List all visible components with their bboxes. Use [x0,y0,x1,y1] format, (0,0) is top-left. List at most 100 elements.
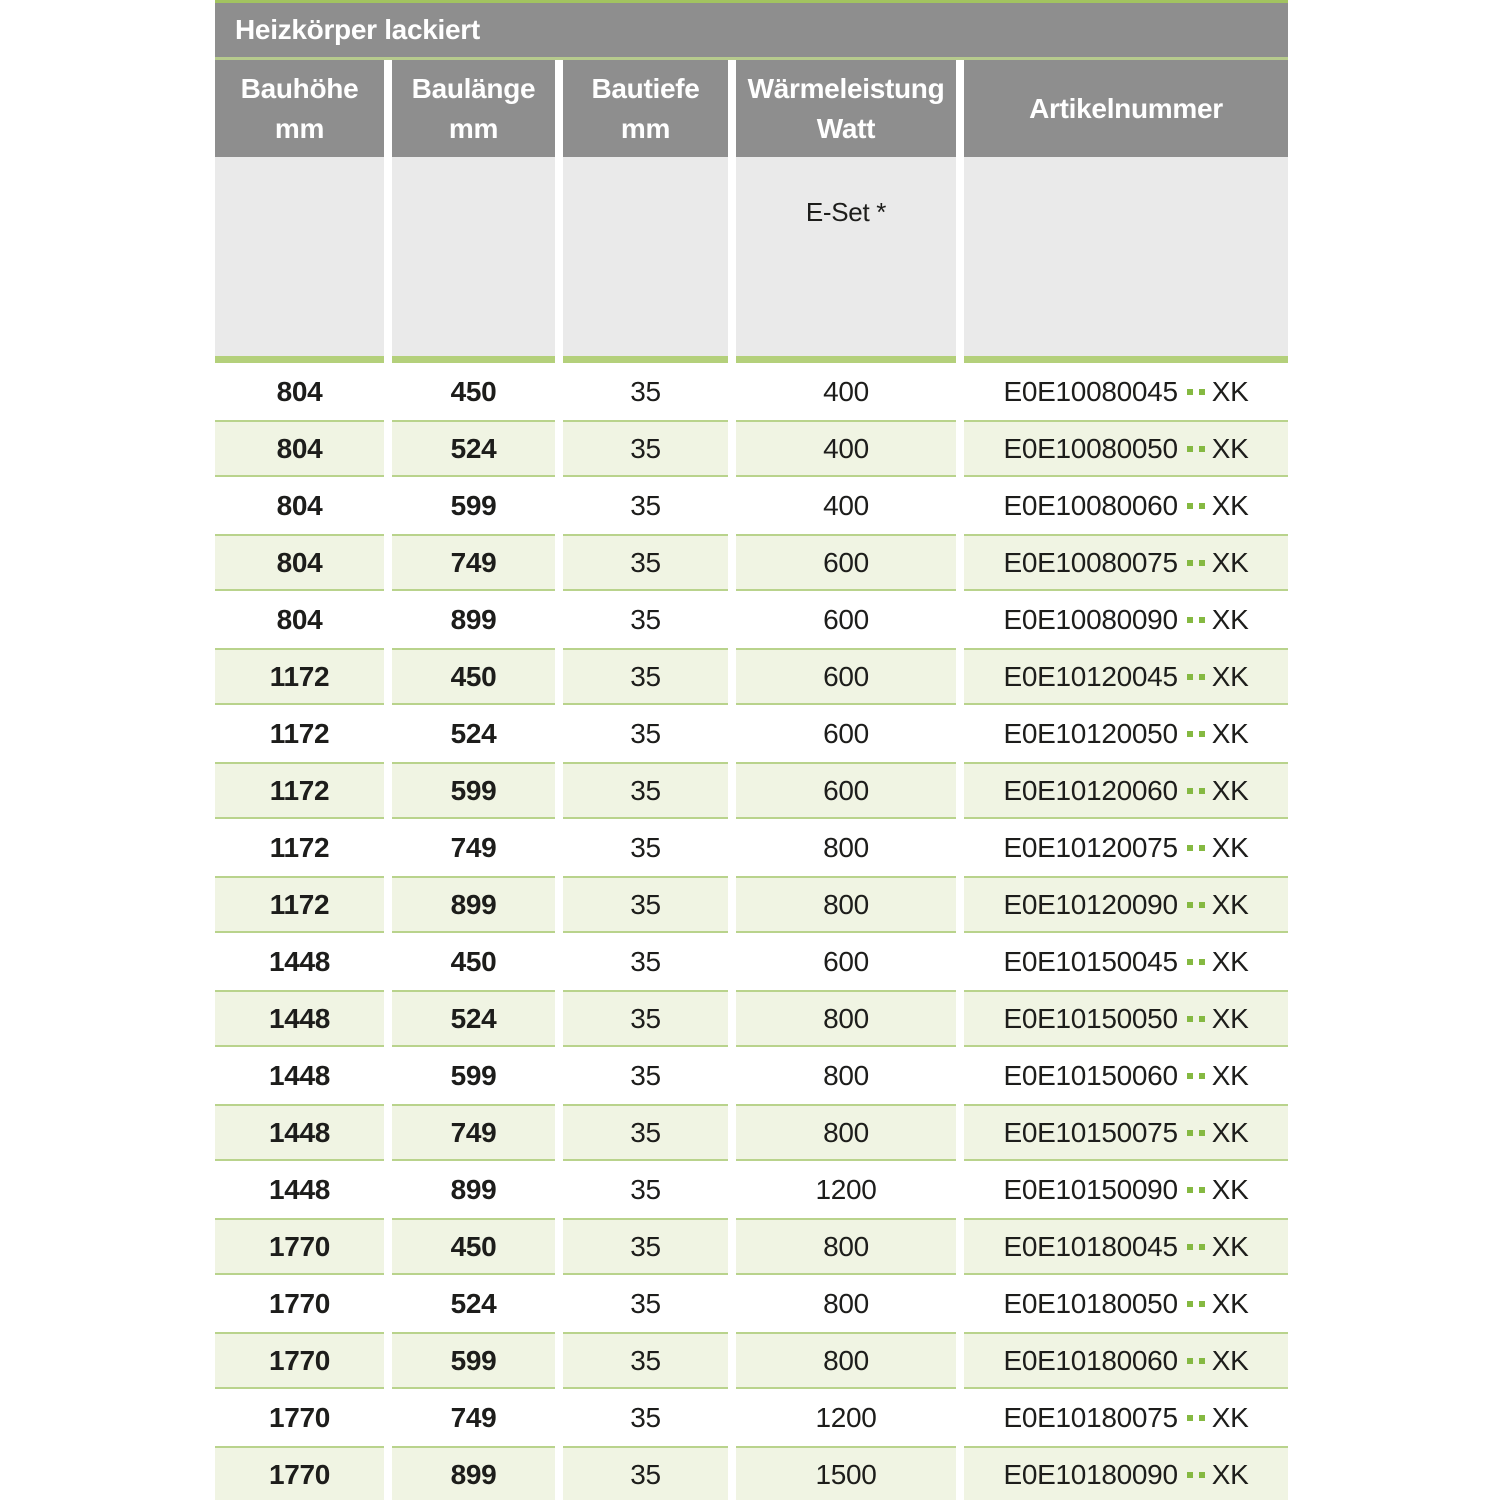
subheader-cell-artikelnummer [964,157,1288,356]
cell-waermeleistung: 600 [736,933,956,990]
cell-bautiefe: 35 [563,1446,728,1500]
green-bar-waermeleistung [736,356,956,363]
cell-artikelnummer: E0E10180075 XK [964,1389,1288,1446]
header-band: Bauhöhe mm Baulänge mm Bautiefe mm Wärme… [215,60,1288,157]
artikelnummer-dot-icon [1186,1243,1193,1250]
cell-artikelnummer: E0E10180060 XK [964,1332,1288,1389]
cell-baulaenge: 599 [392,762,555,819]
cell-bautiefe: 35 [563,819,728,876]
table-row: 1448 899 35 1200 E0E10150090 XK [215,1161,1288,1218]
cell-bautiefe: 35 [563,420,728,477]
cell-bauhoehe: 1172 [215,762,384,819]
cell-baulaenge: 450 [392,648,555,705]
artikelnummer-prefix: E0E10180060 [1003,1344,1179,1376]
artikelnummer-dot-icon [1186,958,1193,965]
artikelnummer-dot-icon [1186,730,1193,737]
cell-bautiefe: 35 [563,990,728,1047]
cell-bautiefe: 35 [563,762,728,819]
cell-waermeleistung: 800 [736,1047,956,1104]
table-row: 1448 524 35 800 E0E10150050 XK [215,990,1288,1047]
artikelnummer-dot-icon [1198,1072,1205,1079]
cell-bautiefe: 35 [563,1104,728,1161]
table-row: 1448 749 35 800 E0E10150075 XK [215,1104,1288,1161]
green-bar-bauhoehe [215,356,384,363]
artikelnummer-dot-icon [1198,958,1205,965]
artikelnummer-suffix: XK [1211,831,1249,863]
artikelnummer-dot-icon [1198,1357,1205,1364]
cell-waermeleistung: 1500 [736,1446,956,1500]
cell-bautiefe: 35 [563,591,728,648]
cell-bauhoehe: 1770 [215,1332,384,1389]
artikelnummer-prefix: E0E10180045 [1003,1230,1179,1262]
cell-bautiefe: 35 [563,705,728,762]
cell-baulaenge: 749 [392,819,555,876]
artikelnummer-dot-icon [1186,673,1193,680]
artikelnummer-suffix: XK [1211,603,1249,635]
artikelnummer-suffix: XK [1211,432,1249,464]
cell-bautiefe: 35 [563,363,728,420]
artikelnummer-dot-icon [1186,1072,1193,1079]
cell-bauhoehe: 804 [215,534,384,591]
artikelnummer-dot-icon [1186,445,1193,452]
cell-artikelnummer: E0E10150090 XK [964,1161,1288,1218]
green-bar-bautiefe [563,356,728,363]
artikelnummer-suffix: XK [1211,774,1249,806]
cell-bauhoehe: 1770 [215,1218,384,1275]
artikelnummer-prefix: E0E10120090 [1003,888,1179,920]
cell-baulaenge: 524 [392,990,555,1047]
cell-bauhoehe: 804 [215,477,384,534]
cell-bautiefe: 35 [563,1047,728,1104]
cell-waermeleistung: 400 [736,477,956,534]
cell-bautiefe: 35 [563,534,728,591]
product-table: Heizkörper lackiert Bauhöhe mm Baulänge … [215,0,1288,1500]
table-row: 804 599 35 400 E0E10080060 XK [215,477,1288,534]
artikelnummer-dot-icon [1198,844,1205,851]
subheader-band: E-Set * [215,157,1288,356]
table-title-bar: Heizkörper lackiert [215,3,1288,57]
artikelnummer-prefix: E0E10150060 [1003,1059,1179,1091]
cell-waermeleistung: 800 [736,1104,956,1161]
table-row: 1770 450 35 800 E0E10180045 XK [215,1218,1288,1275]
title-divider-line [215,57,1288,60]
cell-baulaenge: 450 [392,1218,555,1275]
cell-bautiefe: 35 [563,876,728,933]
table-row: 1448 450 35 600 E0E10150045 XK [215,933,1288,990]
cell-baulaenge: 899 [392,1161,555,1218]
artikelnummer-suffix: XK [1211,1173,1249,1205]
artikelnummer-prefix: E0E10080075 [1003,546,1179,578]
artikelnummer-dot-icon [1186,1414,1193,1421]
cell-waermeleistung: 600 [736,705,956,762]
cell-waermeleistung: 400 [736,420,956,477]
cell-waermeleistung: 400 [736,363,956,420]
artikelnummer-suffix: XK [1211,375,1249,407]
table-row: 804 749 35 600 E0E10080075 XK [215,534,1288,591]
cell-artikelnummer: E0E10150075 XK [964,1104,1288,1161]
cell-waermeleistung: 600 [736,591,956,648]
artikelnummer-dot-icon [1198,445,1205,452]
cell-artikelnummer: E0E10080090 XK [964,591,1288,648]
table-row: 1448 599 35 800 E0E10150060 XK [215,1047,1288,1104]
artikelnummer-prefix: E0E10150090 [1003,1173,1179,1205]
cell-waermeleistung: 800 [736,1218,956,1275]
artikelnummer-dot-icon [1186,502,1193,509]
cell-bauhoehe: 1770 [215,1275,384,1332]
cell-baulaenge: 450 [392,933,555,990]
cell-artikelnummer: E0E10120075 XK [964,819,1288,876]
artikelnummer-prefix: E0E10150050 [1003,1002,1179,1034]
subheader-cell-bauhoehe [215,157,384,356]
table-body: 804 450 35 400 E0E10080045 XK 804 524 35… [215,363,1288,1500]
table-row: 1172 599 35 600 E0E10120060 XK [215,762,1288,819]
cell-bauhoehe: 1770 [215,1389,384,1446]
cell-baulaenge: 749 [392,534,555,591]
cell-waermeleistung: 600 [736,762,956,819]
cell-artikelnummer: E0E10080045 XK [964,363,1288,420]
artikelnummer-dot-icon [1198,502,1205,509]
cell-waermeleistung: 800 [736,990,956,1047]
cell-bauhoehe: 804 [215,363,384,420]
cell-bautiefe: 35 [563,1332,728,1389]
table-row: 1172 524 35 600 E0E10120050 XK [215,705,1288,762]
cell-artikelnummer: E0E10080060 XK [964,477,1288,534]
cell-artikelnummer: E0E10180045 XK [964,1218,1288,1275]
cell-bauhoehe: 1172 [215,876,384,933]
